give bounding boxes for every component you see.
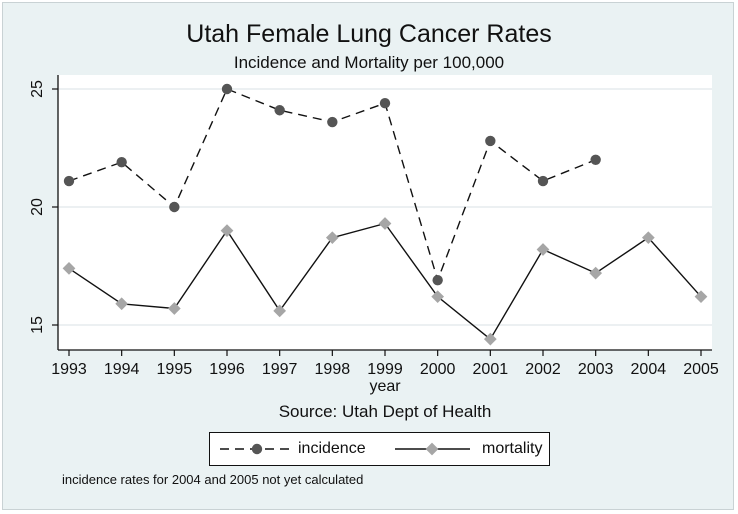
data-point-mortality [115,297,129,311]
x-tick-label: 1994 [104,361,140,378]
data-point-incidence [590,154,601,165]
source-note: Source: Utah Dept of Health [278,402,492,421]
data-point-mortality [220,224,234,237]
data-point-incidence [63,175,75,187]
data-point-mortality [431,290,445,304]
chart-title: Utah Female Lung Cancer Rates [186,20,552,48]
data-point-incidence [327,116,338,128]
data-point-mortality [378,217,392,230]
data-point-mortality [325,231,339,245]
data-point-incidence [485,135,496,147]
legend-label-mortality: mortality [482,440,543,457]
x-tick-label: 1998 [315,361,351,378]
plot-background [58,75,712,350]
x-axis-label: year [369,378,401,395]
footnote: incidence rates for 2004 and 2005 not ye… [62,472,364,487]
x-tick-label: 2000 [420,361,456,378]
x-tick-label: 2001 [473,361,509,378]
data-point-incidence [379,97,391,109]
legend-mortality-marker [425,442,439,456]
y-tick-label: 25 [29,80,46,98]
x-tick-label: 2002 [525,361,561,378]
data-point-mortality [167,302,181,315]
x-tick-label: 2004 [631,361,667,378]
x-tick-label: 1996 [209,361,245,378]
y-tick-label: 15 [29,316,46,334]
data-point-incidence [221,83,233,95]
y-tick-label: 20 [29,198,46,216]
data-point-incidence [116,156,127,168]
legend-label-incidence: incidence [298,440,366,457]
data-point-incidence [169,201,180,213]
data-point-incidence [274,105,285,116]
data-point-incidence [537,175,549,187]
x-tick-label: 1997 [262,361,298,378]
data-point-mortality [273,304,287,318]
data-point-incidence [432,274,443,286]
data-point-mortality [62,261,76,275]
x-tick-label: 1993 [51,361,87,378]
legend-keys [220,442,470,456]
x-tick-label: 1995 [157,361,193,378]
chart-subtitle: Incidence and Mortality per 100,000 [233,53,505,72]
legend-incidence-marker [251,443,263,455]
x-tick-label: 2003 [578,361,614,378]
x-tick-label: 2005 [683,361,719,378]
legend: incidence mortality [209,432,550,466]
data-point-mortality [483,332,497,346]
x-tick-label: 1999 [367,361,403,378]
